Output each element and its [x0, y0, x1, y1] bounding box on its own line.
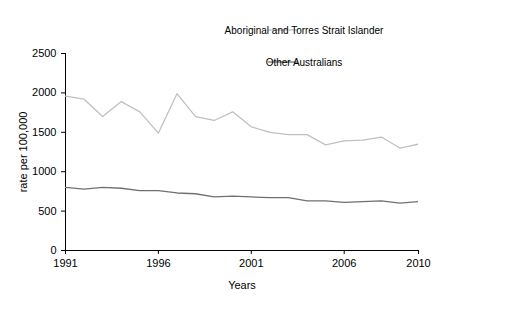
- svg-text:1500: 1500: [32, 126, 56, 138]
- svg-text:2500: 2500: [32, 47, 56, 59]
- svg-text:Other Australians: Other Australians: [266, 57, 343, 68]
- svg-text:Years: Years: [228, 279, 256, 291]
- svg-text:1991: 1991: [53, 257, 77, 269]
- svg-text:500: 500: [38, 205, 56, 217]
- svg-text:2000: 2000: [32, 86, 56, 98]
- svg-text:2001: 2001: [239, 257, 263, 269]
- svg-text:rate per 100,000: rate per 100,000: [17, 112, 29, 193]
- svg-text:2006: 2006: [332, 257, 356, 269]
- svg-text:Aboriginal and Torres Strait I: Aboriginal and Torres Strait Islander: [225, 25, 384, 36]
- svg-text:2010: 2010: [406, 257, 430, 269]
- svg-text:1996: 1996: [146, 257, 170, 269]
- svg-text:1000: 1000: [32, 165, 56, 177]
- svg-text:0: 0: [50, 244, 56, 256]
